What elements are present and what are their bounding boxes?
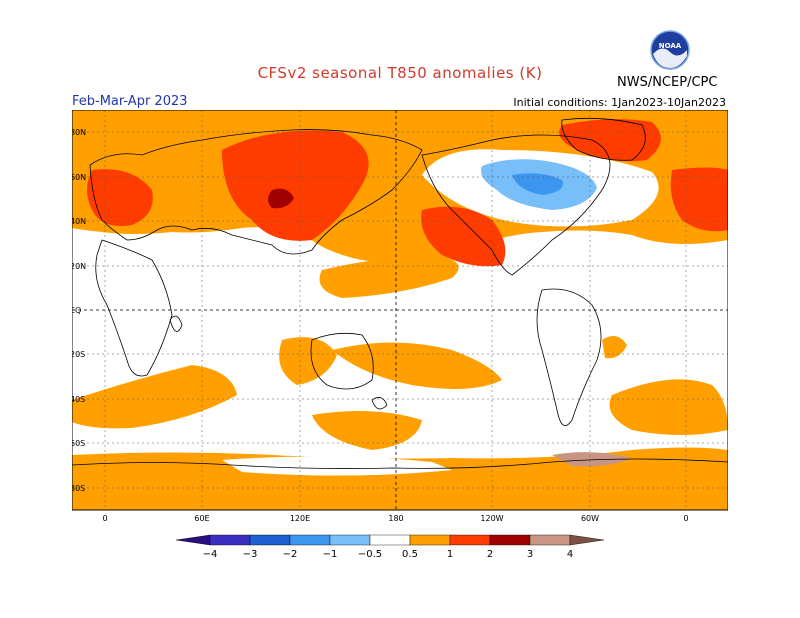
agency-label: NWS/NCEP/CPC [617,75,718,90]
colorbar-swatch-05-1 [409,534,451,546]
equator-dateline [72,110,728,510]
initial-conditions: Initial conditions: 1Jan2023-10Jan2023 [513,96,726,109]
map-frame [72,110,728,511]
colorbar-max-arrow [569,534,605,546]
lon-label-180: 180 [388,514,403,523]
lat-label-60s: 60S [72,439,85,448]
colorbar-swatch-n3-n2 [249,534,291,546]
colorbar-swatch-3-4 [529,534,571,546]
colorbar-swatch-neutral [369,534,411,546]
map-title: CFSv2 seasonal T850 anomalies (K) [257,64,543,82]
lat-label-40n: 40N [72,217,86,226]
lat-label-80n: 80N [72,128,86,137]
colorbar-swatch-n4-n3 [209,534,251,546]
colorbar-swatch-1-2 [449,534,491,546]
colorbar-label: −2 [283,549,298,560]
lat-label-80s: 80S [72,484,85,493]
colorbar-swatch-n1-n05 [329,534,371,546]
noaa-logo-text: NOAA [659,42,682,50]
latitude-labels: 80N 60N 40N 20N EQ 20S 40S 60S 80S [72,128,86,493]
lon-label-60e: 60E [194,514,209,523]
colorbar-label: −0.5 [358,549,382,560]
anomaly-map: 80N 60N 40N 20N EQ 20S 40S 60S 80S 0 60E… [72,110,728,523]
colorbar-label: 1 [447,549,453,560]
colorbar: −4 −3 −2 −1 −0.5 0.5 1 2 3 4 [175,534,605,560]
colorbar-swatch-2-3 [489,534,531,546]
coastlines [72,117,728,469]
lon-label-0: 0 [102,514,107,523]
colorbar-label: 0.5 [402,549,418,560]
lat-label-60n: 60N [72,173,86,182]
colorbar-swatch-n2-n1 [289,534,331,546]
lat-label-20s: 20S [72,350,85,359]
lon-label-60w: 60W [581,514,599,523]
lat-label-eq: EQ [72,306,81,315]
colorbar-label: −1 [323,549,338,560]
lon-label-120w: 120W [480,514,503,523]
colorbar-label: 3 [527,549,533,560]
noaa-logo: NOAA [650,30,690,70]
colorbar-label: 4 [567,549,573,560]
lat-label-20n: 20N [72,262,86,271]
longitude-labels: 0 60E 120E 180 120W 60W 0 [102,514,688,523]
colorbar-label: 2 [487,549,493,560]
lat-label-40s: 40S [72,395,85,404]
colorbar-min-arrow [175,534,211,546]
colorbar-label: −3 [243,549,258,560]
lon-label-0-east: 0 [683,514,688,523]
lon-label-120e: 120E [290,514,310,523]
colorbar-label: −4 [203,549,218,560]
forecast-period: Feb-Mar-Apr 2023 [72,94,188,109]
